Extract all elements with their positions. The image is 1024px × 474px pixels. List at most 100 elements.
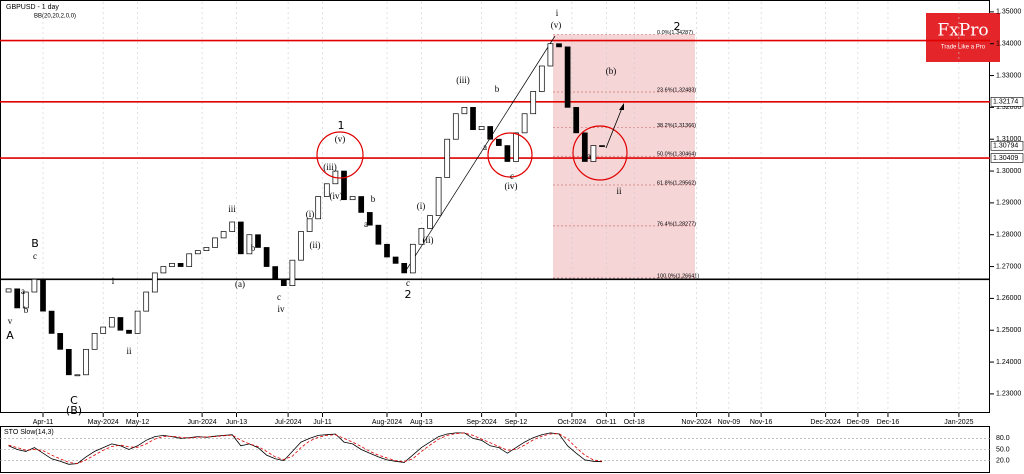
candle — [48, 310, 55, 334]
candle — [160, 266, 167, 274]
candle — [573, 107, 580, 134]
candle — [134, 310, 141, 334]
candle — [31, 278, 38, 293]
y-tick-label: 1.34000 — [996, 41, 1021, 48]
y-tick-label: 1.32000 — [996, 104, 1021, 111]
candle — [65, 348, 72, 376]
candle — [452, 113, 459, 140]
wave-label: i — [556, 8, 559, 18]
candle — [169, 263, 175, 267]
candle — [143, 291, 150, 312]
x-tick-label: Oct-2024 — [558, 419, 587, 426]
wave-label: b — [24, 305, 29, 315]
candle — [427, 215, 433, 229]
candle — [487, 126, 494, 140]
wave-label: a — [587, 151, 591, 161]
y-tick-label: 1.23000 — [996, 391, 1021, 398]
candle — [323, 183, 330, 197]
arrow — [605, 107, 623, 149]
candle — [194, 250, 201, 255]
candle — [418, 228, 425, 245]
candle — [255, 234, 261, 248]
y-tick-label: 1.29000 — [996, 200, 1021, 207]
x-tick-label: May-12 — [126, 419, 149, 426]
candle — [74, 374, 81, 377]
candle — [237, 221, 244, 255]
wave-label: iv — [277, 304, 285, 314]
candle — [495, 138, 502, 146]
price-label: 1.30409 — [993, 155, 1018, 162]
wave-label: a — [483, 142, 487, 152]
stoch-tick-label: 80.0 — [996, 435, 1010, 442]
x-tick-label: Dec-2024 — [810, 419, 840, 426]
candle — [401, 263, 408, 274]
x-tick-label: Dec-16 — [877, 419, 900, 426]
candle — [581, 132, 588, 162]
candle — [556, 43, 562, 48]
wave-label: b — [371, 194, 376, 204]
x-tick-label: Jul-11 — [313, 419, 332, 426]
candle — [229, 221, 236, 232]
candle — [14, 288, 21, 309]
candle — [100, 326, 107, 334]
candle — [289, 259, 296, 287]
chart-title: GBPUSD - 1 day — [6, 4, 59, 11]
candle — [504, 145, 511, 162]
fib-label: 0.0%(1.34287) — [657, 30, 693, 36]
wave-label: (ii) — [423, 235, 434, 245]
highlight-circle — [487, 132, 533, 178]
x-tick-label: Apr-11 — [33, 419, 54, 426]
wave-label: ii — [126, 346, 132, 356]
y-tick-label: 1.30000 — [996, 168, 1021, 175]
candle — [358, 196, 365, 213]
candle — [461, 107, 468, 115]
candle — [272, 266, 279, 280]
candle — [117, 317, 124, 331]
y-tick-label: 1.26000 — [996, 295, 1021, 302]
wave-label: (iii) — [323, 162, 337, 172]
candle — [263, 247, 270, 267]
candle — [349, 196, 356, 201]
wave-label: c — [510, 171, 514, 181]
fib-label: 38.2%(1.31366) — [657, 123, 696, 129]
wave-label: (iv) — [330, 191, 343, 201]
candle — [444, 138, 451, 178]
wave-label: a — [364, 219, 368, 229]
candle — [40, 278, 46, 312]
x-tick-label: Oct-18 — [624, 419, 645, 426]
candle — [590, 145, 597, 162]
candle — [108, 317, 115, 328]
wave-label: A — [6, 329, 14, 342]
x-tick-label: Jul-2024 — [275, 419, 302, 426]
candle — [392, 256, 399, 264]
x-tick-label: Sep-12 — [505, 419, 528, 426]
x-tick-label: Nov-2024 — [681, 419, 711, 426]
y-tick-label: 1.33000 — [996, 72, 1021, 79]
wave-label: B — [31, 237, 39, 250]
candle — [564, 46, 571, 108]
stoch-line — [8, 432, 603, 465]
x-tick-label: Jan-2025 — [944, 419, 973, 426]
candle — [547, 43, 554, 67]
candle — [83, 348, 89, 376]
logo-box — [926, 13, 1000, 62]
wave-label: i — [112, 276, 115, 286]
candle — [298, 231, 304, 261]
candle — [375, 224, 382, 245]
wave-label: (i) — [417, 201, 426, 211]
wave-label: ii — [616, 186, 622, 196]
fib-zone — [553, 34, 695, 278]
fib-label: 100.0%(1.26641) — [657, 273, 699, 279]
stoch-tick-label: 50.0 — [996, 446, 1010, 453]
candle — [126, 329, 132, 334]
fib-label: 76.4%(1.28277) — [657, 221, 696, 227]
y-tick-label: 1.24000 — [996, 359, 1021, 366]
x-tick-label: Nov-09 — [718, 419, 741, 426]
x-tick-label: Jun-2024 — [188, 419, 217, 426]
y-tick-label: 1.35000 — [996, 9, 1021, 16]
wave-label: (ii) — [310, 240, 321, 250]
wave-label: c — [277, 292, 281, 302]
wave-label: b — [251, 243, 256, 253]
